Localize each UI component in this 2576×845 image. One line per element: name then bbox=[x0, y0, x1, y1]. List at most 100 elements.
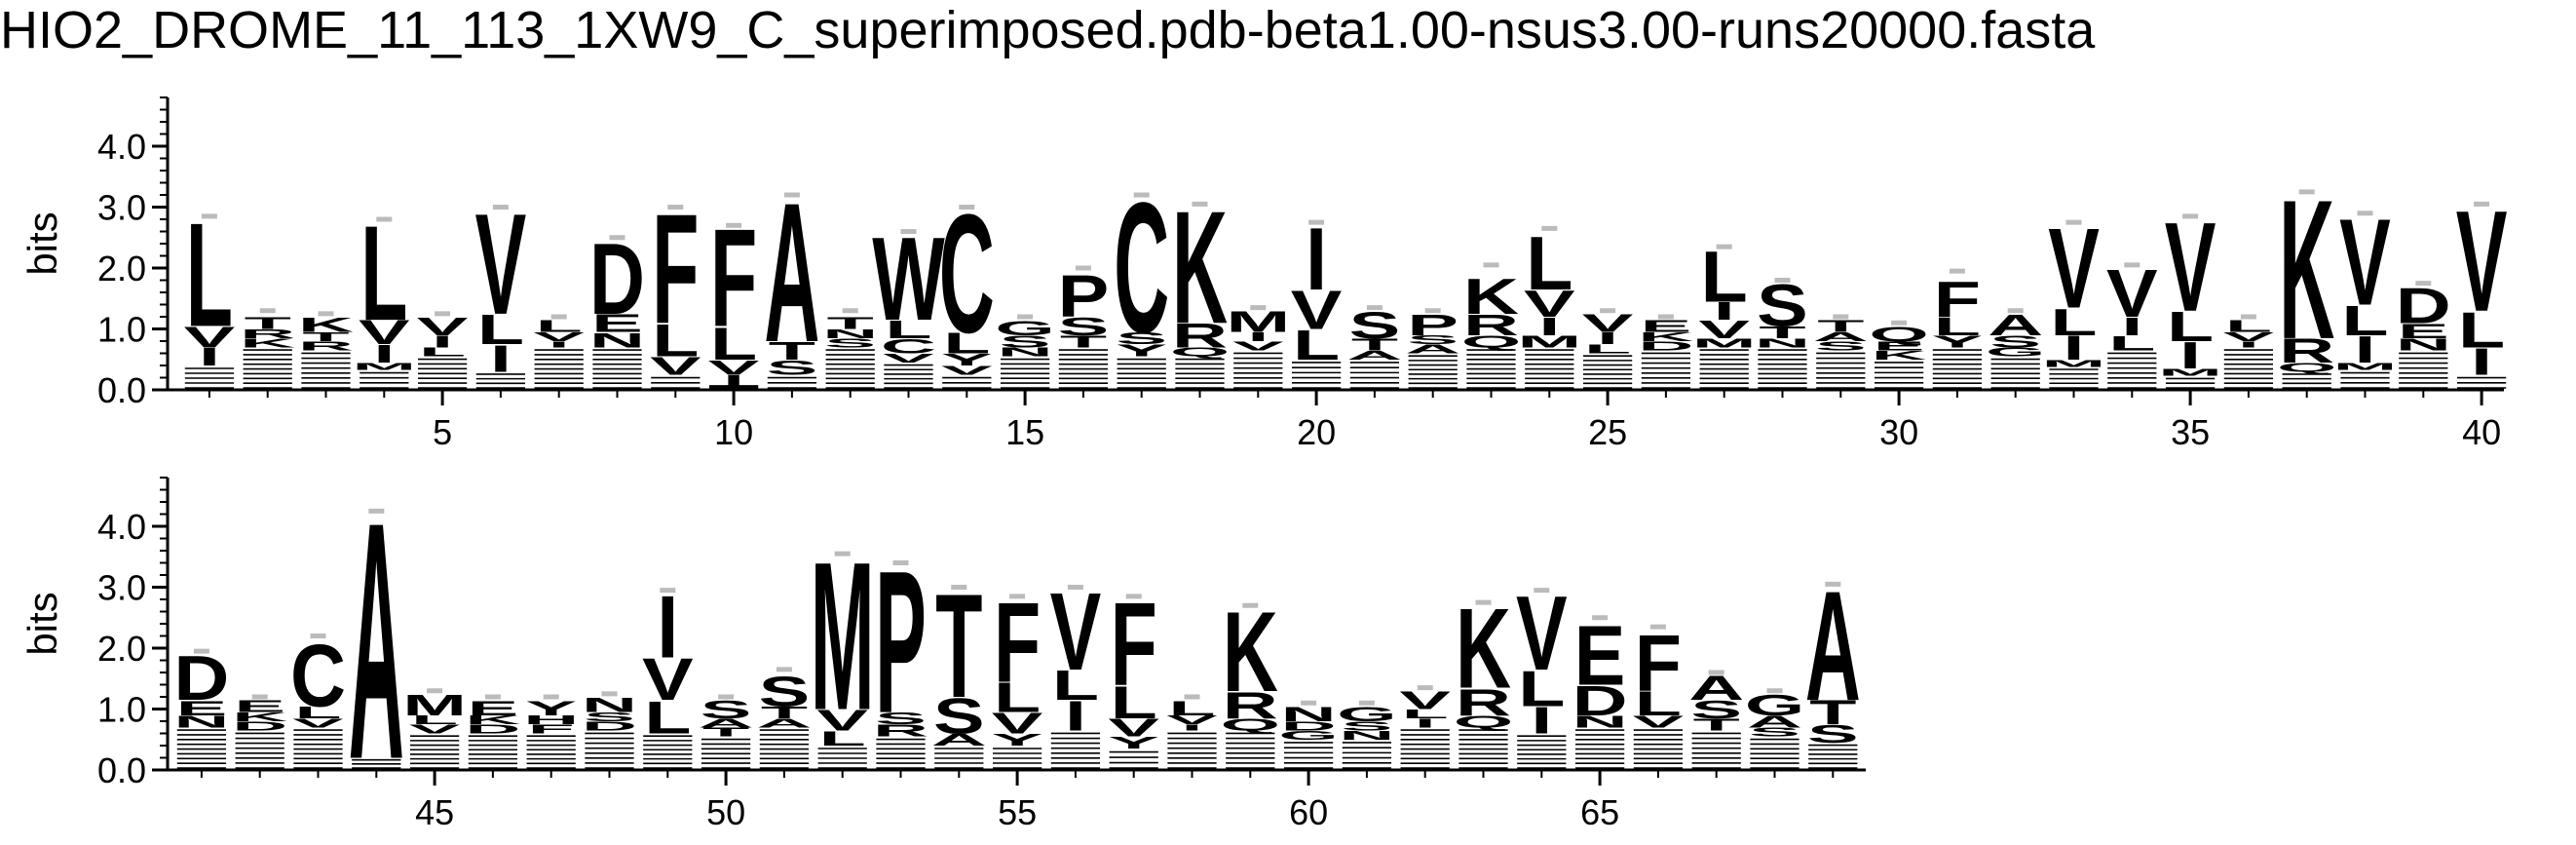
logo-column-29: SAT bbox=[1813, 314, 1869, 389]
logo-column-12: SNT bbox=[822, 308, 878, 389]
logo-column-54: AST bbox=[931, 562, 987, 769]
logo-column-17: YSC bbox=[1114, 164, 1169, 389]
logo-letter-K: K bbox=[298, 313, 354, 336]
logo-letter-L: L bbox=[2050, 301, 2097, 343]
logo-letter-C: C bbox=[290, 627, 346, 726]
minor-residues bbox=[1458, 729, 1508, 769]
y-axis-title: bits bbox=[19, 592, 65, 655]
logo-letter-T: T bbox=[302, 329, 349, 344]
logo-letter-V: V bbox=[708, 356, 760, 379]
logo-column-56: ILV bbox=[1050, 570, 1101, 769]
logo-letter-K: K bbox=[1223, 589, 1278, 715]
logo-column-62: ILV bbox=[1399, 685, 1451, 769]
y-tick-label: 4.0 bbox=[97, 127, 146, 167]
logo-letter-T: T bbox=[1693, 715, 1740, 734]
logo-letter-A: A bbox=[756, 716, 812, 731]
minor-residues bbox=[1641, 352, 1691, 389]
logo-letter-A: A bbox=[764, 161, 819, 383]
logo-letter-K: K bbox=[1638, 329, 1693, 344]
logo-letter-V: V bbox=[1524, 283, 1575, 325]
minor-residues bbox=[1758, 349, 1807, 389]
logo-column-45: VLM bbox=[402, 688, 467, 769]
minor-residues bbox=[1233, 352, 1283, 389]
logo-letter-V: V bbox=[2048, 206, 2100, 332]
logo-column-22: ASP bbox=[1405, 308, 1460, 389]
minor-residues bbox=[1990, 358, 2040, 389]
logo-letter-V: V bbox=[816, 704, 868, 737]
minor-residues bbox=[360, 371, 409, 389]
minor-residues bbox=[1109, 750, 1158, 769]
logo-letter-K: K bbox=[1172, 178, 1228, 358]
minor-residues bbox=[1932, 349, 1983, 389]
logo-letter-L: L bbox=[411, 712, 458, 727]
logo-letter-L: L bbox=[1518, 661, 1565, 717]
logo-letter-Y: Y bbox=[1108, 734, 1159, 752]
minor-residues bbox=[767, 376, 817, 389]
logo-letter-D: D bbox=[2396, 278, 2451, 334]
logo-letter-Q: Q bbox=[2277, 361, 2336, 375]
logo-letter-P: P bbox=[1407, 308, 1458, 341]
logo-letter-V: V bbox=[1291, 279, 1343, 340]
logo-letter-T: T bbox=[769, 337, 815, 365]
logo-letter-S: S bbox=[1349, 304, 1401, 346]
logo-column-67: TSA bbox=[1688, 670, 1744, 769]
logo-letter-M: M bbox=[2042, 358, 2106, 369]
logo-letter-L: L bbox=[1293, 322, 1340, 368]
x-tick-label: 40 bbox=[2462, 412, 2501, 452]
logo-column-49: LVI bbox=[642, 578, 694, 769]
logo-letter-L: L bbox=[994, 674, 1041, 721]
logo-letter-L: L bbox=[1635, 684, 1682, 722]
minor-residues bbox=[876, 738, 926, 769]
logo-letter-N: N bbox=[173, 712, 229, 731]
minor-residues bbox=[1291, 362, 1342, 389]
y-tick-label: 2.0 bbox=[97, 249, 146, 288]
logo-letter-K: K bbox=[1872, 348, 1927, 363]
logo-column-31: YLF bbox=[1932, 268, 1984, 389]
x-tick-label: 60 bbox=[1289, 792, 1328, 832]
minor-residues bbox=[2456, 376, 2507, 389]
logo-letter-I: I bbox=[199, 343, 220, 371]
logo-column-25: LIV bbox=[1582, 308, 1633, 389]
logo-column-1: IVL bbox=[184, 191, 235, 389]
logo-letter-Y: Y bbox=[1932, 332, 1984, 351]
logo-column-64: ILV bbox=[1516, 575, 1568, 769]
logo-letter-L: L bbox=[2341, 297, 2388, 344]
logo-letter-I: I bbox=[2064, 328, 2085, 366]
logo-letter-S: S bbox=[701, 696, 752, 724]
logo-letter-G: G bbox=[1745, 688, 1804, 721]
logo-letter-V: V bbox=[650, 352, 701, 380]
logo-letter-I: I bbox=[2179, 335, 2201, 377]
logo-letter-Q: Q bbox=[1170, 345, 1230, 360]
logo-column-53: RSP bbox=[873, 529, 928, 769]
y-tick-label: 1.0 bbox=[97, 690, 146, 730]
logo-letter-F: F bbox=[1934, 271, 1981, 327]
minor-residues bbox=[1466, 349, 1516, 389]
logo-letter-E: E bbox=[591, 310, 643, 338]
logo-column-18: QRK bbox=[1170, 178, 1230, 389]
logo-column-51: ATS bbox=[756, 667, 812, 769]
logo-letter-R: R bbox=[298, 339, 354, 354]
logo-letter-T: T bbox=[935, 562, 982, 729]
logo-column-42: DKE bbox=[232, 694, 287, 769]
logo-column-66: VLF bbox=[1633, 619, 1684, 769]
logo-letter-A: A bbox=[349, 452, 404, 830]
logo-letter-F: F bbox=[994, 580, 1041, 707]
logo-column-37: QRK bbox=[2277, 158, 2336, 389]
logo-letter-G: G bbox=[1986, 345, 2045, 360]
minor-residues bbox=[534, 349, 584, 389]
logo-letter-A: A bbox=[1805, 557, 1861, 733]
logo-column-40: ILV bbox=[2456, 182, 2507, 389]
logo-letter-K: K bbox=[1463, 268, 1519, 325]
logo-letter-Y: Y bbox=[1116, 341, 1167, 360]
logo-letter-S: S bbox=[1407, 332, 1458, 347]
logo-letter-L: L bbox=[2458, 302, 2505, 359]
logo-letter-I: I bbox=[1065, 693, 1086, 740]
x-tick-label: 5 bbox=[433, 412, 452, 452]
logo-letter-V: V bbox=[1108, 714, 1159, 743]
logo-letter-S: S bbox=[875, 710, 927, 728]
logo-column-41: NED bbox=[173, 644, 229, 769]
